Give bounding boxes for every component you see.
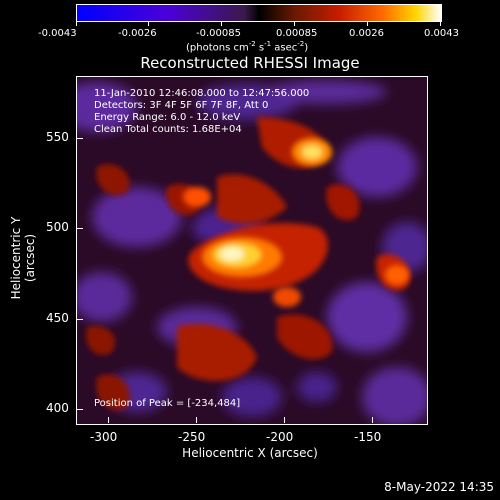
x-axis-label: Heliocentric X (arcsec) xyxy=(182,446,318,460)
plot-title: Reconstructed RHESSI Image xyxy=(140,54,360,72)
annotation-detectors: Detectors: 3F 4F 5F 6F 7F 8F, Att 0 xyxy=(94,100,269,111)
colorbar-tick-mark xyxy=(367,21,368,26)
x-tick-mark xyxy=(108,417,109,423)
annotation-energy: Energy Range: 6.0 - 12.0 keV xyxy=(94,112,241,123)
y-axis-label: Heliocentric Y (arcsec) xyxy=(9,216,37,300)
colorbar xyxy=(76,4,442,22)
colorbar-tick-mark xyxy=(221,21,222,26)
colorbar-tick-label: 0.0026 xyxy=(349,28,384,39)
timestamp: 8-May-2022 14:35 xyxy=(384,480,494,494)
colorbar-tick-mark xyxy=(440,21,441,26)
rhessi-image xyxy=(76,76,428,425)
annotation-peak: Position of Peak = [-234,484] xyxy=(94,398,241,409)
colorbar-tick-label: 0.0043 xyxy=(424,28,459,39)
colorbar-tick-mark xyxy=(76,21,77,26)
y-tick-label: 550 xyxy=(46,130,69,144)
colorbar-units: (photons cm-2 s-1 asec-2) xyxy=(186,40,309,54)
y-tick-label: 450 xyxy=(46,311,69,325)
colorbar-tick-label: -0.0043 xyxy=(38,28,77,39)
colorbar-tick-label: -0.0026 xyxy=(118,28,157,39)
y-tick-mark xyxy=(77,228,83,229)
annotation-clean: Clean Total counts: 1.68E+04 xyxy=(94,124,242,135)
colorbar-tick-label: -0.00085 xyxy=(196,28,241,39)
y-tick-mark xyxy=(77,319,83,320)
colorbar-tick-label: 0.00085 xyxy=(276,28,318,39)
x-tick-label: -300 xyxy=(90,430,118,444)
x-tick-mark xyxy=(284,417,285,423)
y-tick-label: 500 xyxy=(46,220,69,234)
x-tick-mark xyxy=(372,417,373,423)
colorbar-tick-mark xyxy=(294,21,295,26)
x-tick-mark xyxy=(196,417,197,423)
y-tick-label: 400 xyxy=(46,401,69,415)
x-tick-label: -200 xyxy=(266,430,294,444)
y-tick-mark xyxy=(77,138,83,139)
colorbar-tick-mark xyxy=(148,21,149,26)
x-tick-label: -250 xyxy=(178,430,206,444)
x-tick-label: -150 xyxy=(354,430,382,444)
annotation-time: 11-Jan-2010 12:46:08.000 to 12:47:56.000 xyxy=(94,88,310,99)
rhessi-image-canvas xyxy=(77,77,427,424)
y-tick-mark xyxy=(77,409,83,410)
